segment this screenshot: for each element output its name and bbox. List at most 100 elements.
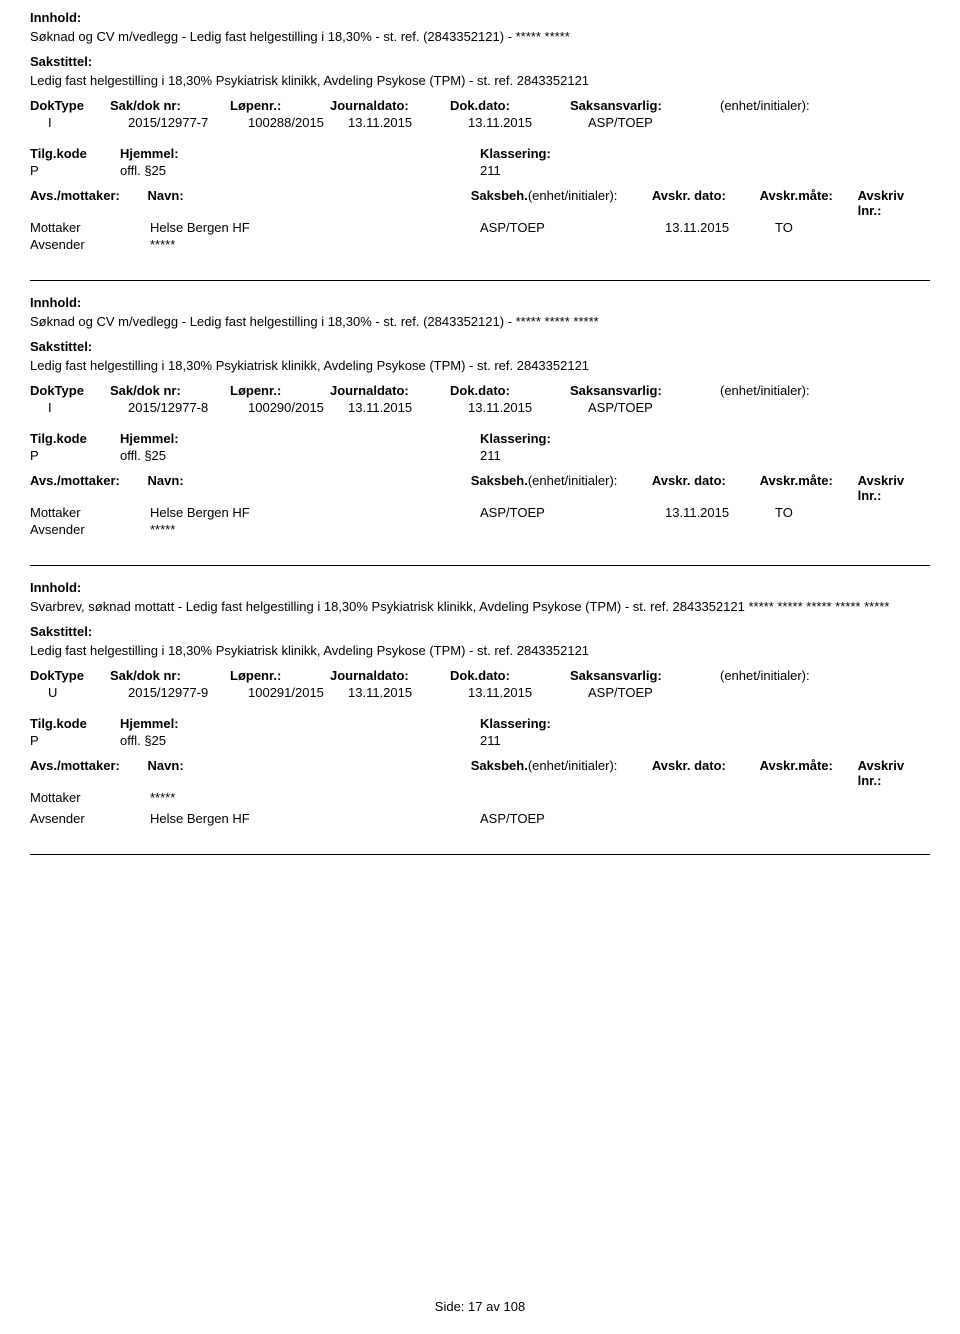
klassering-header: Klassering: xyxy=(480,146,551,161)
hjemmel-value: offl. §25 xyxy=(120,733,480,748)
saksbeh-header: Saksbeh.(enhet/initialer): xyxy=(471,758,652,788)
sakdok-value: 2015/12977-9 xyxy=(128,685,248,700)
avskrmote-header: Avskr.måte: xyxy=(760,758,858,788)
party-name: ***** xyxy=(150,790,480,805)
lopenr-header: Løpenr.: xyxy=(230,383,330,398)
meta-data-row: I 2015/12977-7 100288/2015 13.11.2015 13… xyxy=(30,115,930,130)
party-row: Mottaker ***** xyxy=(30,790,930,805)
party-row: Mottaker Helse Bergen HF ASP/TOEP 13.11.… xyxy=(30,505,930,520)
saksansvarlig-header: Saksansvarlig: xyxy=(570,668,720,683)
meta-data-row: U 2015/12977-9 100291/2015 13.11.2015 13… xyxy=(30,685,930,700)
saksansvarlig-value: ASP/TOEP xyxy=(588,400,738,415)
avskrlnr-header: Avskriv lnr.: xyxy=(858,758,930,788)
sakdok-value: 2015/12977-8 xyxy=(128,400,248,415)
saksansvarlig-header: Saksansvarlig: xyxy=(570,98,720,113)
journaldato-header: Journaldato: xyxy=(330,98,450,113)
tilgkode-value: P xyxy=(30,448,120,463)
access-header-row: Tilg.kode Hjemmel: Klassering: xyxy=(30,716,930,731)
navn-header: Navn: xyxy=(148,188,471,218)
navn-header: Navn: xyxy=(148,473,471,503)
innhold-label: Innhold: xyxy=(30,295,930,310)
avskrdato-header: Avskr. dato: xyxy=(652,473,760,503)
journaldato-value: 13.11.2015 xyxy=(348,400,468,415)
party-avskrdato: 13.11.2015 xyxy=(665,505,775,520)
tilgkode-value: P xyxy=(30,733,120,748)
party-saksbeh: ASP/TOEP xyxy=(480,811,665,826)
avskrmote-header: Avskr.måte: xyxy=(760,188,858,218)
sakstittel-label: Sakstittel: xyxy=(30,54,930,69)
saksansvarlig-value: ASP/TOEP xyxy=(588,115,738,130)
sakstittel-value: Ledig fast helgestilling i 18,30% Psykia… xyxy=(30,73,930,88)
tilgkode-header: Tilg.kode xyxy=(30,146,120,161)
dokdato-header: Dok.dato: xyxy=(450,383,570,398)
party-role: Avsender xyxy=(30,522,150,537)
klassering-header: Klassering: xyxy=(480,716,551,731)
sakstittel-label: Sakstittel: xyxy=(30,339,930,354)
tilgkode-header: Tilg.kode xyxy=(30,431,120,446)
party-row: Avsender ***** xyxy=(30,522,930,537)
dokdato-value: 13.11.2015 xyxy=(468,685,588,700)
avsmottaker-header: Avs./mottaker: xyxy=(30,473,148,503)
klassering-value: 211 xyxy=(480,448,501,463)
enhet-header: (enhet/initialer): xyxy=(720,98,870,113)
doktype-value: I xyxy=(30,400,128,415)
access-data-row: P offl. §25 211 xyxy=(30,163,930,178)
avskrdato-header: Avskr. dato: xyxy=(652,758,760,788)
sakdok-header: Sak/dok nr: xyxy=(110,383,230,398)
party-name: Helse Bergen HF xyxy=(150,811,480,826)
dokdato-header: Dok.dato: xyxy=(450,668,570,683)
saksbeh-header: Saksbeh.(enhet/initialer): xyxy=(471,188,652,218)
tilgkode-header: Tilg.kode xyxy=(30,716,120,731)
journaldato-header: Journaldato: xyxy=(330,383,450,398)
page-current: 17 xyxy=(468,1299,482,1314)
meta-header-row: DokType Sak/dok nr: Løpenr.: Journaldato… xyxy=(30,383,930,398)
saksbeh-enhet-label: (enhet/initialer): xyxy=(528,758,618,773)
party-role: Avsender xyxy=(30,237,150,252)
lopenr-value: 100291/2015 xyxy=(248,685,348,700)
party-role: Mottaker xyxy=(30,505,150,520)
doktype-value: U xyxy=(30,685,128,700)
party-role: Mottaker xyxy=(30,790,150,805)
doktype-header: DokType xyxy=(30,383,110,398)
avskrlnr-header: Avskriv lnr.: xyxy=(858,473,930,503)
journaldato-value: 13.11.2015 xyxy=(348,685,468,700)
meta-header-row: DokType Sak/dok nr: Løpenr.: Journaldato… xyxy=(30,98,930,113)
navn-header: Navn: xyxy=(148,758,471,788)
innhold-value: Søknad og CV m/vedlegg - Ledig fast helg… xyxy=(30,314,930,329)
party-header-row: Avs./mottaker: Navn: Saksbeh.(enhet/init… xyxy=(30,188,930,218)
sakdok-header: Sak/dok nr: xyxy=(110,668,230,683)
meta-data-row: I 2015/12977-8 100290/2015 13.11.2015 13… xyxy=(30,400,930,415)
access-header-row: Tilg.kode Hjemmel: Klassering: xyxy=(30,146,930,161)
party-role: Mottaker xyxy=(30,220,150,235)
innhold-value: Svarbrev, søknad mottatt - Ledig fast he… xyxy=(30,599,930,614)
party-name: Helse Bergen HF xyxy=(150,505,480,520)
saksbeh-enhet-label: (enhet/initialer): xyxy=(528,473,618,488)
hjemmel-header: Hjemmel: xyxy=(120,431,480,446)
innhold-label: Innhold: xyxy=(30,580,930,595)
party-name: Helse Bergen HF xyxy=(150,220,480,235)
access-data-row: P offl. §25 211 xyxy=(30,448,930,463)
klassering-value: 211 xyxy=(480,733,501,748)
doktype-header: DokType xyxy=(30,98,110,113)
lopenr-value: 100288/2015 xyxy=(248,115,348,130)
party-row: Avsender Helse Bergen HF ASP/TOEP xyxy=(30,811,930,826)
meta-header-row: DokType Sak/dok nr: Løpenr.: Journaldato… xyxy=(30,668,930,683)
hjemmel-value: offl. §25 xyxy=(120,163,480,178)
hjemmel-value: offl. §25 xyxy=(120,448,480,463)
dokdato-header: Dok.dato: xyxy=(450,98,570,113)
page-footer: Side: 17 av 108 xyxy=(0,1299,960,1314)
lopenr-value: 100290/2015 xyxy=(248,400,348,415)
party-role: Avsender xyxy=(30,811,150,826)
saksansvarlig-value: ASP/TOEP xyxy=(588,685,738,700)
party-header-row: Avs./mottaker: Navn: Saksbeh.(enhet/init… xyxy=(30,473,930,503)
saksbeh-enhet-label: (enhet/initialer): xyxy=(528,188,618,203)
innhold-label: Innhold: xyxy=(30,10,930,25)
party-row: Mottaker Helse Bergen HF ASP/TOEP 13.11.… xyxy=(30,220,930,235)
av-label: av xyxy=(486,1299,500,1314)
enhet-header: (enhet/initialer): xyxy=(720,668,870,683)
avskrlnr-header: Avskriv lnr.: xyxy=(858,188,930,218)
doktype-header: DokType xyxy=(30,668,110,683)
avskrdato-header: Avskr. dato: xyxy=(652,188,760,218)
journaldato-value: 13.11.2015 xyxy=(348,115,468,130)
lopenr-header: Løpenr.: xyxy=(230,668,330,683)
